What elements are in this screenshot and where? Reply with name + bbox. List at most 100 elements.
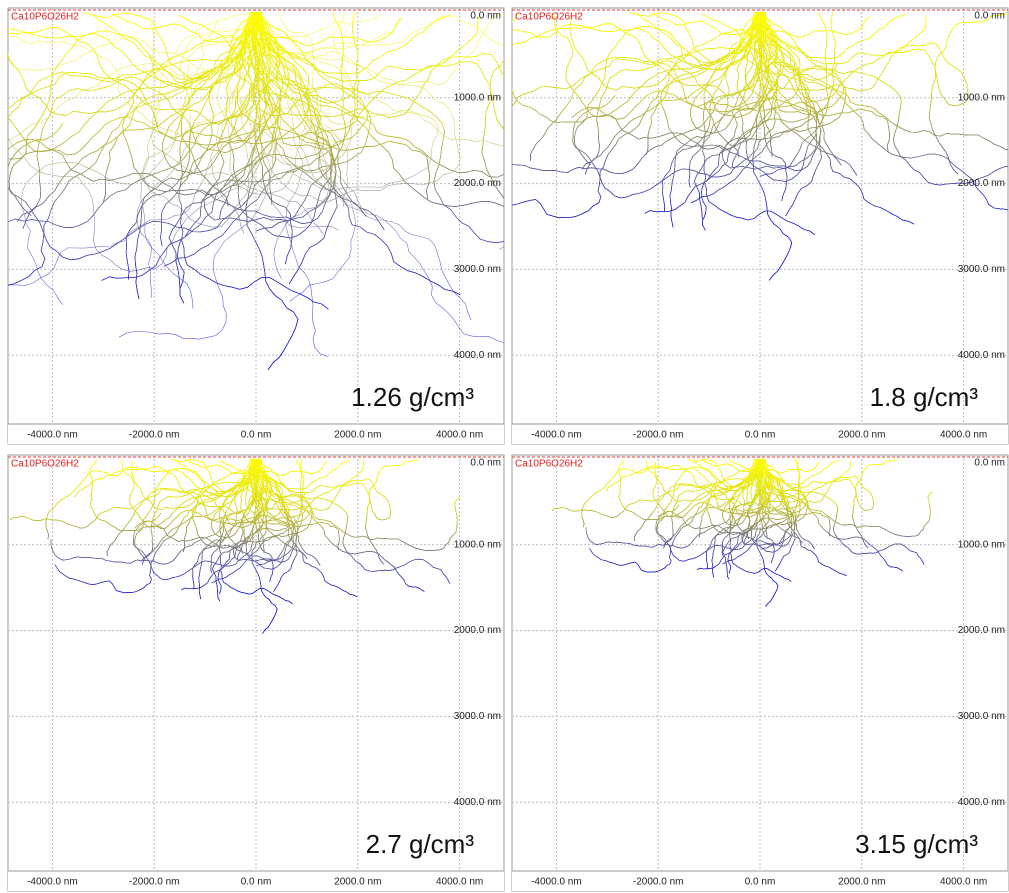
trajectory — [212, 458, 267, 602]
trajectory — [45, 458, 254, 540]
trajectory — [758, 458, 768, 539]
y-tick-label: 0.0 nm — [470, 11, 501, 22]
y-tick-label: 2000.0 nm — [454, 178, 501, 189]
y-tick-label: 2000.0 nm — [958, 178, 1005, 189]
panel: -4000.0 nm -2000.0 nm 0.0 nm 2000.0 nm 4000.… — [7, 454, 505, 892]
trajectory — [254, 458, 327, 476]
trajectory — [89, 458, 254, 532]
trajectory — [255, 11, 504, 244]
trajectory — [259, 458, 425, 592]
trajectory — [255, 11, 504, 178]
trajectory — [759, 458, 933, 537]
trajectory — [181, 11, 257, 206]
trajectory — [240, 11, 358, 174]
x-axis-strip — [512, 424, 1008, 444]
trajectory — [512, 11, 759, 123]
panel: -4000.0 nm -2000.0 nm 0.0 nm 2000.0 nm 4000.… — [7, 7, 505, 445]
y-tick-label: 4000.0 nm — [958, 797, 1005, 808]
trajectory — [258, 11, 385, 231]
trajectory — [136, 11, 254, 298]
y-tick-label: 3000.0 nm — [454, 264, 501, 275]
density-label: 2.7 g/cm³ — [366, 829, 475, 859]
trajectory — [8, 11, 258, 125]
trajectory — [255, 11, 356, 302]
trajectory — [236, 11, 461, 203]
x-tick-label: 2000.0 nm — [334, 877, 381, 888]
trajectory — [589, 458, 758, 573]
trajectory — [251, 11, 479, 118]
y-tick-label: 4000.0 nm — [958, 350, 1005, 361]
trajectory — [645, 458, 760, 517]
trajectory — [228, 11, 339, 231]
y-tick-label: 3000.0 nm — [454, 711, 501, 722]
trajectory — [134, 11, 261, 300]
density-label: 3.15 g/cm³ — [855, 829, 978, 859]
y-tick-label: 1000.0 nm — [958, 92, 1005, 103]
trajectory — [757, 11, 906, 59]
trajectory — [759, 11, 1008, 186]
trajectory — [573, 11, 759, 166]
trajectory — [256, 11, 504, 250]
trajectory — [254, 11, 402, 47]
trajectory — [652, 11, 761, 35]
y-tick-label: 0.0 nm — [974, 11, 1005, 22]
trajectory — [512, 11, 758, 70]
y-tick-label: 1000.0 nm — [958, 539, 1005, 550]
trajectory — [669, 11, 764, 228]
trajectory — [246, 458, 358, 598]
trajectory — [755, 11, 837, 116]
trajectory — [8, 11, 256, 116]
trajectory — [203, 11, 347, 222]
trajectory — [151, 11, 324, 235]
trajectory — [101, 11, 372, 281]
trajectory — [254, 11, 504, 147]
x-tick-label: 0.0 nm — [745, 430, 776, 441]
x-tick-label: 0.0 nm — [241, 430, 272, 441]
trajectory — [74, 458, 268, 525]
density-label: 1.8 g/cm³ — [870, 382, 979, 412]
x-tick-label: 4000.0 nm — [940, 877, 987, 888]
trajectory — [700, 11, 812, 220]
trajectory — [8, 11, 256, 160]
x-tick-label: 0.0 nm — [745, 877, 776, 888]
x-tick-label: -2000.0 nm — [633, 430, 684, 441]
trajectory — [112, 11, 257, 43]
density-label: 1.26 g/cm³ — [351, 382, 474, 412]
sample-label: Ca10P6O26H2 — [515, 459, 583, 470]
trajectory — [703, 11, 761, 158]
trajectory — [253, 11, 504, 131]
trajectory — [236, 11, 430, 199]
y-tick-label: 0.0 nm — [470, 458, 501, 469]
trajectory — [9, 458, 257, 529]
y-tick-label: 0.0 nm — [974, 458, 1005, 469]
trajectory — [250, 458, 298, 592]
trajectory — [183, 458, 260, 552]
trajectories — [551, 458, 933, 607]
trajectory — [256, 458, 294, 567]
trajectory — [754, 11, 842, 166]
trajectory — [255, 458, 451, 584]
x-tick-label: 2000.0 nm — [334, 430, 381, 441]
trajectory — [756, 11, 927, 92]
trajectory — [727, 458, 789, 574]
trajectories — [9, 458, 461, 634]
trajectory — [259, 11, 504, 207]
trajectory — [655, 458, 766, 562]
trajectory — [241, 11, 338, 285]
x-tick-label: 2000.0 nm — [838, 877, 885, 888]
y-tick-label: 1000.0 nm — [454, 92, 501, 103]
trajectory — [229, 11, 361, 239]
x-tick-label: 2000.0 nm — [838, 430, 885, 441]
trajectories — [8, 11, 504, 371]
trajectory — [122, 11, 310, 195]
trajectory — [759, 458, 925, 565]
trajectory — [8, 11, 255, 216]
trajectory — [251, 11, 359, 150]
trajectory — [512, 11, 761, 107]
x-tick-label: -2000.0 nm — [129, 430, 180, 441]
x-tick-label: -4000.0 nm — [27, 430, 78, 441]
x-tick-label: -4000.0 nm — [531, 877, 582, 888]
trajectory — [253, 458, 419, 521]
x-tick-label: -4000.0 nm — [27, 877, 78, 888]
